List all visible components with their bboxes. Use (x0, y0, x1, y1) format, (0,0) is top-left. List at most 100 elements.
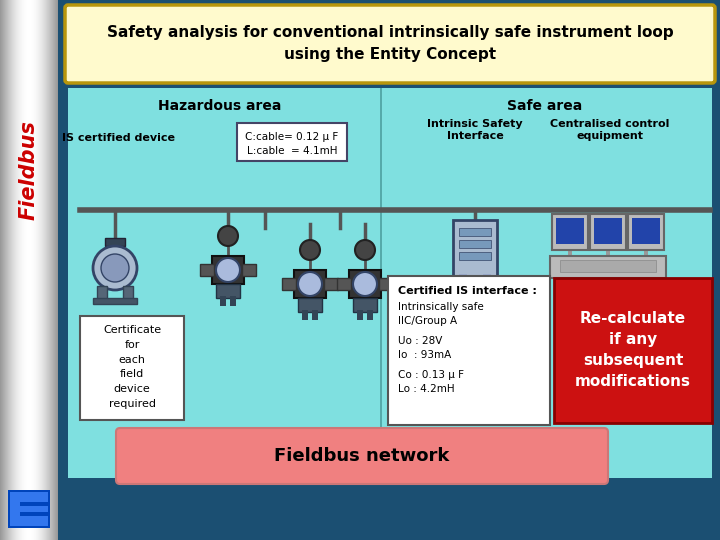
Bar (28, 0, 29, 540)
Bar (27, 0, 28, 540)
Bar (552, 214, 588, 250)
Bar (459, 228, 491, 236)
Bar (8, 490, 50, 528)
Text: using the Entity Concept: using the Entity Concept (284, 48, 496, 63)
Bar (483, 274, 491, 284)
Bar (43, 0, 44, 540)
Text: Safe area: Safe area (508, 99, 582, 113)
Bar (20, 502, 48, 506)
Bar (453, 220, 497, 276)
Bar (93, 298, 137, 304)
Bar (31, 0, 32, 540)
Bar (0, 0, 1, 540)
Circle shape (298, 272, 322, 296)
Bar (379, 278, 393, 290)
Bar (5, 0, 6, 540)
Text: Lo : 4.2mH: Lo : 4.2mH (398, 384, 454, 394)
Bar (35, 0, 36, 540)
Bar (312, 310, 318, 320)
Text: Re-calculate
if any
subsequent
modifications: Re-calculate if any subsequent modificat… (575, 311, 691, 389)
FancyBboxPatch shape (65, 5, 715, 83)
Bar (44, 0, 45, 540)
Bar (38, 0, 39, 540)
Text: L:cable  = 4.1mH: L:cable = 4.1mH (247, 146, 337, 156)
Bar (556, 218, 584, 244)
Bar (220, 296, 226, 306)
Bar (22, 0, 23, 540)
Circle shape (101, 254, 129, 282)
Bar (628, 214, 664, 250)
Circle shape (216, 258, 240, 282)
Bar (7, 0, 8, 540)
Bar (17, 0, 18, 540)
Bar (380, 88, 382, 428)
Text: Hazardous area: Hazardous area (158, 99, 282, 113)
Bar (29, 0, 30, 540)
Bar (294, 270, 326, 298)
Bar (13, 0, 14, 540)
Bar (560, 260, 656, 272)
Bar (49, 0, 50, 540)
Bar (24, 0, 25, 540)
Bar (21, 0, 22, 540)
Bar (30, 0, 31, 540)
Bar (282, 278, 296, 290)
Bar (51, 0, 52, 540)
Bar (41, 0, 42, 540)
Bar (367, 310, 373, 320)
Bar (550, 256, 666, 278)
FancyBboxPatch shape (237, 123, 347, 161)
Circle shape (218, 226, 238, 246)
Bar (14, 0, 15, 540)
Text: IS certified device: IS certified device (61, 133, 174, 143)
Bar (20, 0, 21, 540)
Text: Intrinsically safe: Intrinsically safe (398, 302, 484, 312)
Bar (644, 248, 648, 258)
FancyBboxPatch shape (388, 276, 550, 425)
Bar (47, 0, 48, 540)
Bar (53, 0, 54, 540)
Bar (353, 298, 377, 312)
Bar (15, 0, 16, 540)
Bar (554, 278, 712, 423)
Bar (606, 248, 610, 258)
Bar (52, 0, 53, 540)
Bar (11, 0, 12, 540)
Bar (33, 0, 34, 540)
Bar (25, 0, 26, 540)
Text: Safety analysis for conventional intrinsically safe instrument loop: Safety analysis for conventional intrins… (107, 24, 673, 39)
Bar (18, 0, 19, 540)
Bar (68, 88, 712, 478)
Text: Uo : 28V: Uo : 28V (398, 336, 442, 346)
Bar (19, 0, 20, 540)
Text: C:cable= 0.12 μ F: C:cable= 0.12 μ F (246, 132, 338, 142)
Circle shape (353, 272, 377, 296)
Bar (337, 278, 351, 290)
Bar (10, 492, 20, 526)
Bar (9, 0, 10, 540)
Bar (123, 286, 133, 300)
Bar (357, 310, 363, 320)
Bar (48, 0, 49, 540)
Bar (2, 0, 3, 540)
Bar (50, 0, 51, 540)
Bar (459, 240, 491, 248)
Bar (55, 0, 56, 540)
Bar (10, 516, 48, 526)
Bar (12, 0, 13, 540)
Bar (6, 0, 7, 540)
Bar (23, 0, 24, 540)
Text: Io  : 93mA: Io : 93mA (398, 350, 451, 360)
Bar (16, 0, 17, 540)
Bar (10, 492, 48, 502)
Bar (36, 0, 37, 540)
Bar (42, 0, 43, 540)
Bar (324, 278, 338, 290)
Bar (8, 0, 9, 540)
Bar (298, 298, 322, 312)
Bar (4, 0, 5, 540)
FancyBboxPatch shape (80, 316, 184, 420)
Bar (590, 214, 626, 250)
Bar (216, 284, 240, 298)
Text: Centralised control
equipment: Centralised control equipment (550, 119, 670, 141)
